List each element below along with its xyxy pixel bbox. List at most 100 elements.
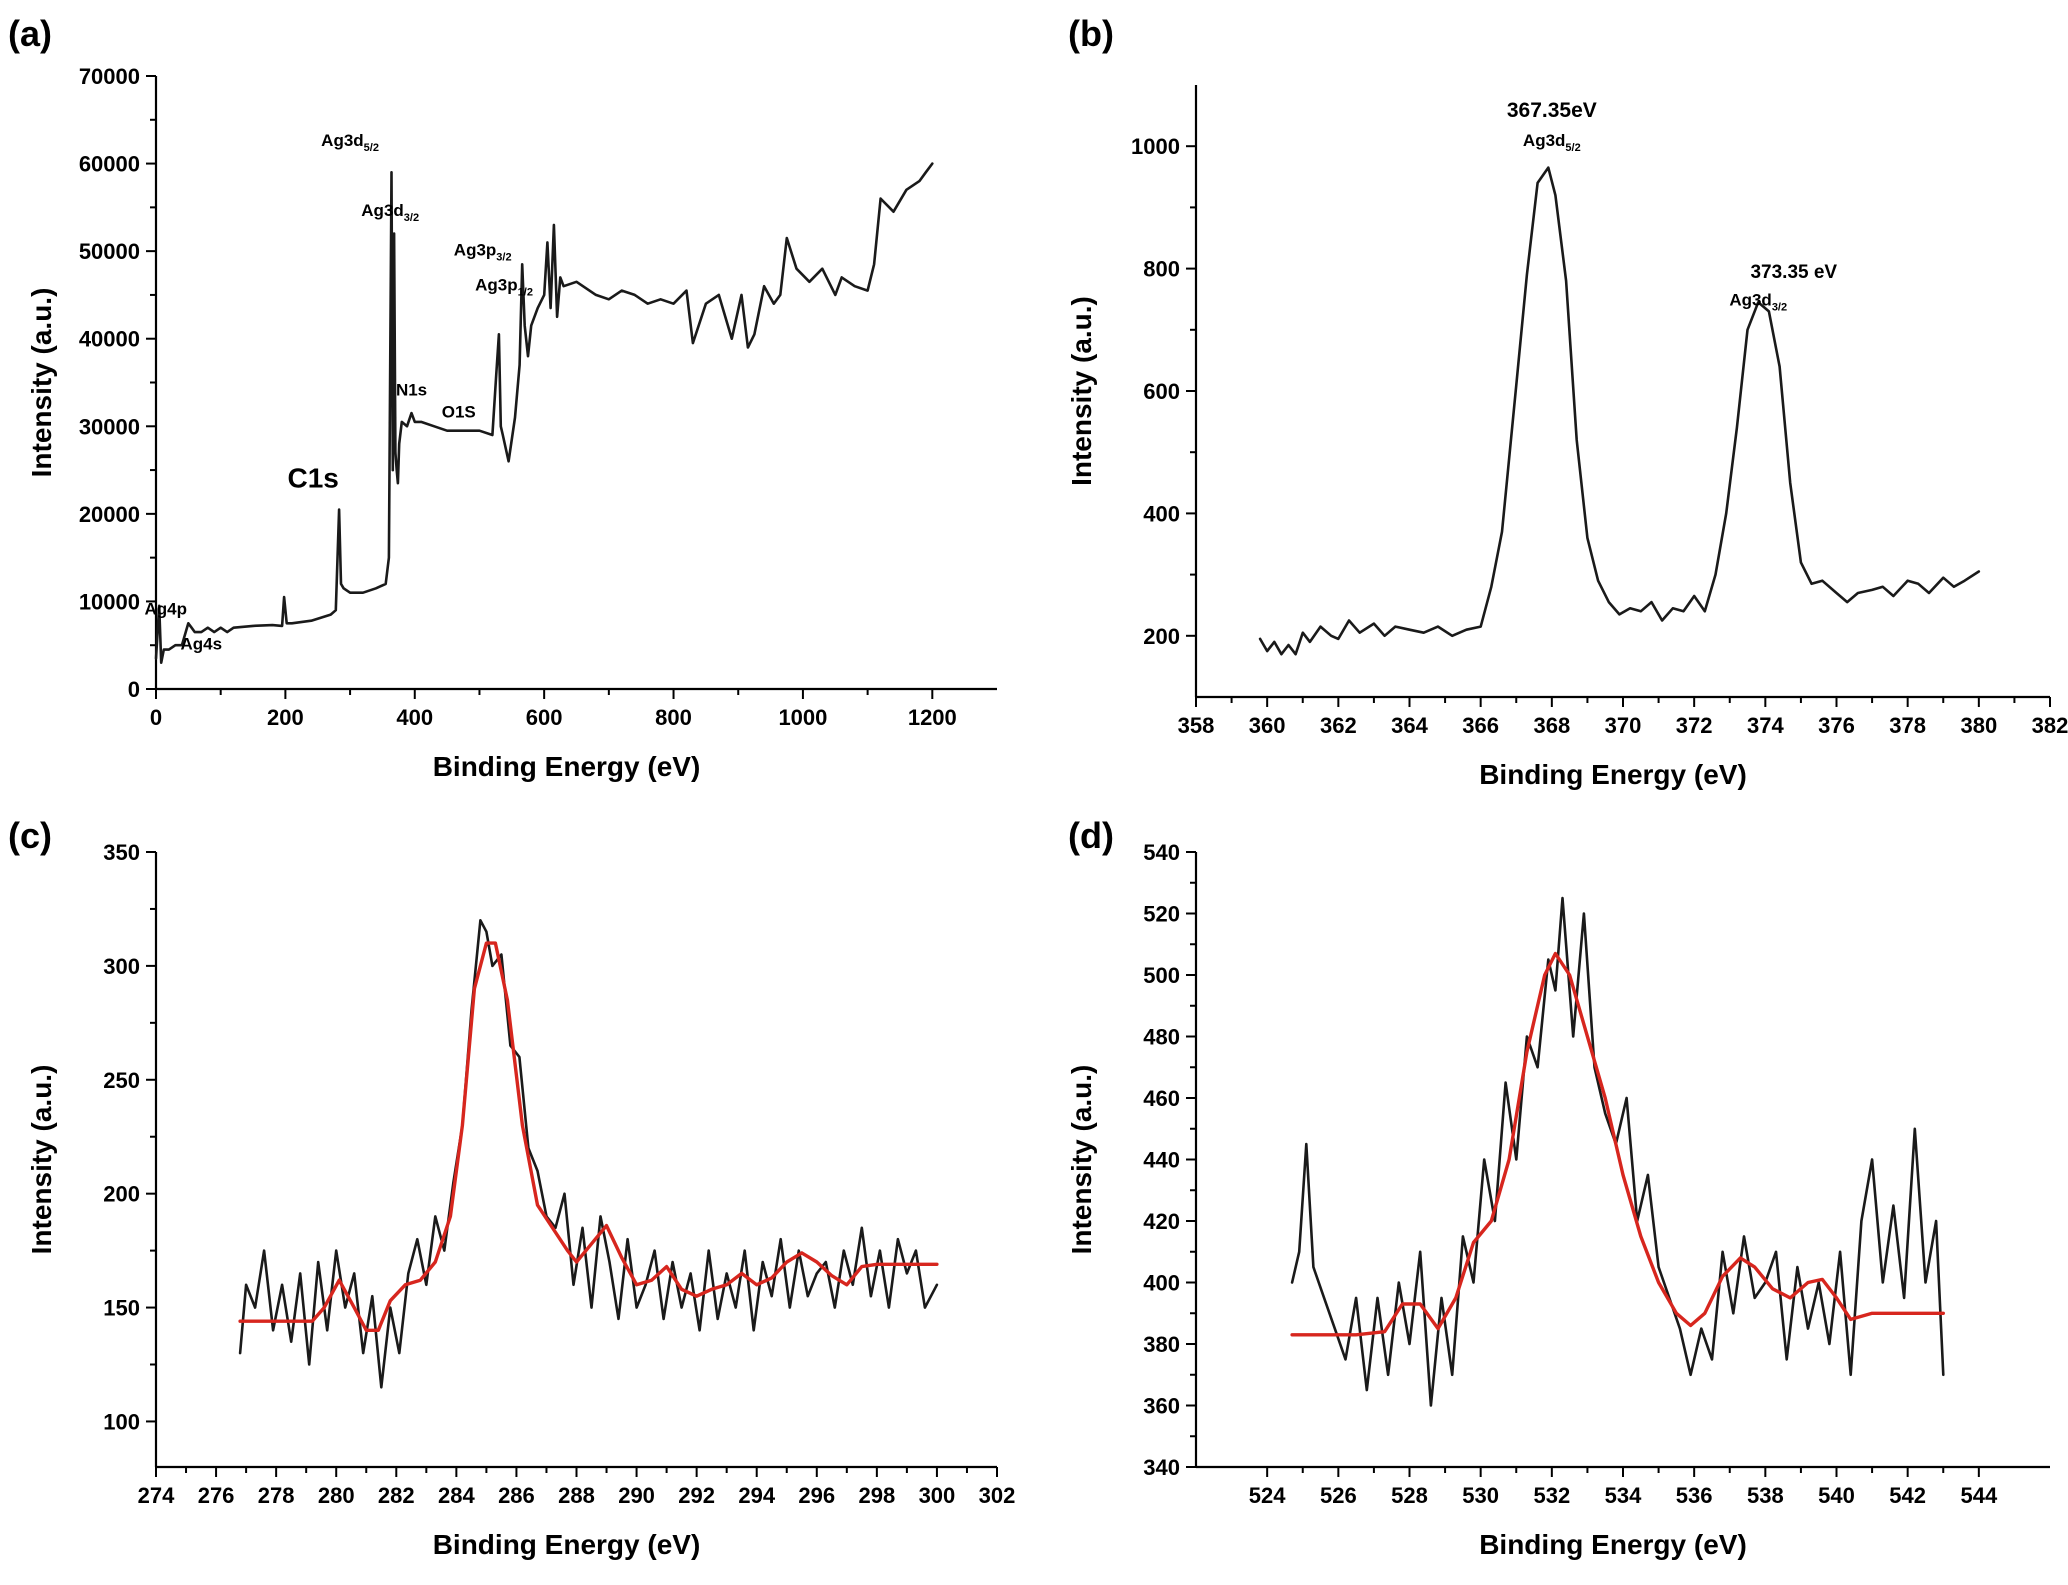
panel-label-c: (c) bbox=[8, 815, 52, 856]
chart-2: 274 276 278 280 282 284 286 288 290 292 294 296 298 3… bbox=[26, 840, 1015, 1560]
x-tick-label: 530 bbox=[1462, 1483, 1499, 1508]
peak-annotation: 373.35 eV bbox=[1750, 262, 1837, 283]
x-tick-label: 536 bbox=[1676, 1483, 1713, 1508]
y-tick-label: 520 bbox=[1143, 902, 1180, 927]
x-tick-label: 534 bbox=[1605, 1483, 1642, 1508]
series-line-1 bbox=[1290, 951, 1945, 1337]
y-tick-label: 600 bbox=[1143, 379, 1180, 404]
panel-label-b: (b) bbox=[1068, 13, 1114, 54]
panel-label-d: (d) bbox=[1068, 815, 1114, 856]
peak-annotation: C1s bbox=[288, 463, 339, 494]
y-tick-label: 40000 bbox=[79, 327, 140, 352]
y-tick-label: 300 bbox=[103, 954, 140, 979]
x-tick-label: 1200 bbox=[908, 705, 957, 730]
x-tick-label: 540 bbox=[1818, 1483, 1855, 1508]
x-tick-label: 286 bbox=[498, 1483, 535, 1508]
x-tick-label: 200 bbox=[267, 705, 304, 730]
peak-annotation: N1s bbox=[396, 381, 427, 400]
x-tick-label: 380 bbox=[1960, 713, 1997, 738]
y-tick-label: 350 bbox=[103, 840, 140, 865]
y-tick-label: 0 bbox=[128, 677, 140, 702]
series-line-1 bbox=[238, 941, 939, 1332]
x-tick-label: 0 bbox=[150, 705, 162, 730]
y-tick-label: 460 bbox=[1143, 1086, 1180, 1111]
y-tick-label: 70000 bbox=[79, 64, 140, 89]
x-tick-label: 372 bbox=[1676, 713, 1713, 738]
x-tick-label: 538 bbox=[1747, 1483, 1784, 1508]
x-tick-label: 524 bbox=[1249, 1483, 1286, 1508]
chart-0: 0 200 400 600 800 1000 1200 0 10000 20000 30000 400… bbox=[26, 64, 997, 782]
y-tick-label: 800 bbox=[1143, 257, 1180, 282]
x-tick-label: 382 bbox=[2032, 713, 2068, 738]
y-tick-label: 440 bbox=[1143, 1148, 1180, 1173]
x-tick-label: 294 bbox=[738, 1483, 775, 1508]
peak-annotation: Ag3d3/2 bbox=[361, 201, 419, 224]
x-tick-label: 276 bbox=[198, 1483, 235, 1508]
x-tick-label: 378 bbox=[1889, 713, 1926, 738]
plots-group: 0 200 400 600 800 1000 1200 0 10000 20000 30000 400… bbox=[26, 64, 2068, 1560]
x-tick-label: 366 bbox=[1462, 713, 1499, 738]
y-tick-label: 30000 bbox=[79, 414, 140, 439]
panel-label-a: (a) bbox=[8, 13, 52, 54]
x-tick-label: 360 bbox=[1249, 713, 1286, 738]
x-tick-label: 302 bbox=[979, 1483, 1016, 1508]
x-axis-title: Binding Energy (eV) bbox=[433, 751, 701, 782]
y-tick-label: 250 bbox=[103, 1068, 140, 1093]
x-tick-label: 532 bbox=[1533, 1483, 1570, 1508]
x-tick-label: 292 bbox=[678, 1483, 715, 1508]
peak-annotation: Ag3p1/2 bbox=[475, 276, 533, 299]
y-tick-label: 480 bbox=[1143, 1025, 1180, 1050]
y-tick-label: 60000 bbox=[79, 152, 140, 177]
y-tick-label: 20000 bbox=[79, 502, 140, 527]
chart-3: 524 526 528 530 532 534 536 538 540 542 544 340 360 3… bbox=[1066, 840, 2050, 1560]
peak-annotation: Ag3p3/2 bbox=[454, 241, 512, 264]
y-tick-label: 200 bbox=[1143, 624, 1180, 649]
x-tick-label: 544 bbox=[1960, 1483, 1997, 1508]
x-axis-title: Binding Energy (eV) bbox=[1479, 759, 1747, 790]
y-tick-label: 400 bbox=[1143, 501, 1180, 526]
x-tick-label: 298 bbox=[858, 1483, 895, 1508]
x-tick-label: 542 bbox=[1889, 1483, 1926, 1508]
y-tick-label: 380 bbox=[1143, 1332, 1180, 1357]
y-tick-label: 340 bbox=[1143, 1455, 1180, 1480]
x-tick-label: 280 bbox=[318, 1483, 355, 1508]
x-tick-label: 278 bbox=[258, 1483, 295, 1508]
y-tick-label: 1000 bbox=[1131, 134, 1180, 159]
y-tick-label: 420 bbox=[1143, 1209, 1180, 1234]
y-tick-label: 540 bbox=[1143, 840, 1180, 865]
peak-annotation: Ag3d5/2 bbox=[321, 131, 379, 154]
x-tick-label: 1000 bbox=[778, 705, 827, 730]
x-tick-label: 364 bbox=[1391, 713, 1428, 738]
x-tick-label: 400 bbox=[396, 705, 433, 730]
x-tick-label: 282 bbox=[378, 1483, 415, 1508]
y-axis-title: Intensity (a.u.) bbox=[26, 1065, 57, 1255]
x-tick-label: 800 bbox=[655, 705, 692, 730]
x-tick-label: 362 bbox=[1320, 713, 1357, 738]
x-tick-label: 274 bbox=[138, 1483, 175, 1508]
x-tick-label: 288 bbox=[558, 1483, 595, 1508]
x-tick-label: 284 bbox=[438, 1483, 475, 1508]
x-tick-label: 528 bbox=[1391, 1483, 1428, 1508]
x-tick-label: 376 bbox=[1818, 713, 1855, 738]
y-axis-title: Intensity (a.u.) bbox=[1066, 1065, 1097, 1255]
peak-annotation: O1S bbox=[442, 403, 476, 422]
peak-annotation: Ag4s bbox=[180, 635, 222, 654]
y-tick-label: 150 bbox=[103, 1296, 140, 1321]
x-tick-label: 296 bbox=[798, 1483, 835, 1508]
y-tick-label: 50000 bbox=[79, 239, 140, 264]
peak-annotation: Ag4p bbox=[144, 600, 187, 619]
series-line-0 bbox=[238, 919, 939, 1389]
x-tick-label: 374 bbox=[1747, 713, 1784, 738]
y-axis-title: Intensity (a.u.) bbox=[1066, 296, 1097, 486]
y-tick-label: 500 bbox=[1143, 963, 1180, 988]
x-tick-label: 368 bbox=[1533, 713, 1570, 738]
y-tick-label: 10000 bbox=[79, 589, 140, 614]
x-tick-label: 358 bbox=[1178, 713, 1215, 738]
x-tick-label: 290 bbox=[618, 1483, 655, 1508]
peak-annotation: Ag3d3/2 bbox=[1729, 290, 1787, 313]
y-tick-label: 200 bbox=[103, 1182, 140, 1207]
y-tick-label: 100 bbox=[103, 1409, 140, 1434]
chart-1: 358 360 362 364 366 368 370 372 374 376 378 380 382 2… bbox=[1066, 85, 2068, 790]
x-axis-title: Binding Energy (eV) bbox=[433, 1529, 701, 1560]
